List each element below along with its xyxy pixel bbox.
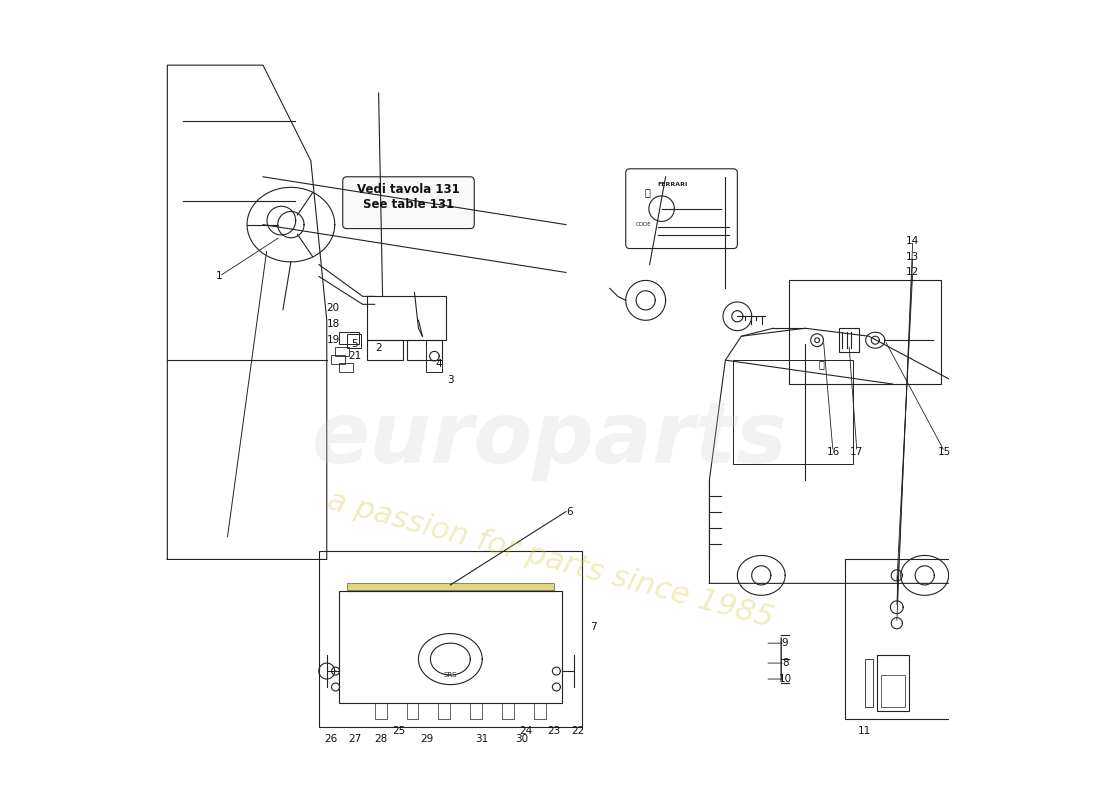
Bar xyxy=(734,360,852,464)
Text: 4: 4 xyxy=(436,359,442,369)
Text: 5: 5 xyxy=(351,339,358,349)
Bar xyxy=(471,703,482,719)
Bar xyxy=(439,703,450,719)
Bar xyxy=(535,703,546,719)
Text: 17: 17 xyxy=(850,447,864,457)
Bar xyxy=(407,703,418,719)
Bar xyxy=(346,334,361,348)
Text: 8: 8 xyxy=(782,658,789,668)
Text: 25: 25 xyxy=(392,726,405,736)
Bar xyxy=(845,559,980,719)
Bar xyxy=(366,340,403,360)
Text: 10: 10 xyxy=(779,674,792,684)
Text: 30: 30 xyxy=(516,734,529,744)
Text: 11: 11 xyxy=(858,726,871,736)
Bar xyxy=(339,332,359,344)
Text: 7: 7 xyxy=(591,622,597,632)
Bar xyxy=(339,591,562,703)
Text: CODE: CODE xyxy=(636,222,651,227)
Text: 6: 6 xyxy=(566,506,573,517)
Bar xyxy=(319,551,582,727)
Text: 20: 20 xyxy=(327,303,340,314)
Text: 29: 29 xyxy=(420,734,433,744)
Text: 18: 18 xyxy=(327,319,340,330)
Text: 24: 24 xyxy=(519,726,532,736)
Text: Vedi tavola 131
See table 131: Vedi tavola 131 See table 131 xyxy=(356,182,460,210)
Text: 2: 2 xyxy=(375,343,382,353)
Text: 1: 1 xyxy=(216,271,222,282)
Bar xyxy=(375,703,386,719)
Bar xyxy=(331,354,345,364)
Bar xyxy=(366,296,447,340)
Text: 🐎: 🐎 xyxy=(645,187,650,197)
Text: europarts: europarts xyxy=(312,398,788,482)
Text: 12: 12 xyxy=(906,267,920,278)
Text: SRS: SRS xyxy=(443,672,458,678)
Bar xyxy=(838,328,858,352)
Text: 22: 22 xyxy=(571,726,584,736)
Text: 🐎: 🐎 xyxy=(818,359,824,369)
Text: 16: 16 xyxy=(826,447,839,457)
Text: 19: 19 xyxy=(327,335,340,346)
Text: 31: 31 xyxy=(475,734,488,744)
Bar xyxy=(427,340,442,372)
Bar xyxy=(877,655,909,711)
Bar xyxy=(334,346,349,356)
Text: 9: 9 xyxy=(782,638,789,648)
Text: a passion for parts since 1985: a passion for parts since 1985 xyxy=(323,486,777,633)
Text: 21: 21 xyxy=(348,351,361,361)
Text: 23: 23 xyxy=(548,726,561,736)
Bar xyxy=(503,703,514,719)
Bar xyxy=(346,583,554,590)
Text: 28: 28 xyxy=(374,734,387,744)
FancyBboxPatch shape xyxy=(343,177,474,229)
Text: 14: 14 xyxy=(906,235,920,246)
Bar xyxy=(407,340,442,360)
Text: 3: 3 xyxy=(447,375,453,385)
Text: 15: 15 xyxy=(938,447,952,457)
Text: 27: 27 xyxy=(348,734,361,744)
Bar xyxy=(881,675,905,707)
Bar xyxy=(865,659,873,707)
Bar xyxy=(789,281,940,384)
Bar xyxy=(339,362,353,372)
Text: FERRARI: FERRARI xyxy=(658,182,688,187)
Text: 26: 26 xyxy=(324,734,338,744)
Text: 13: 13 xyxy=(906,251,920,262)
